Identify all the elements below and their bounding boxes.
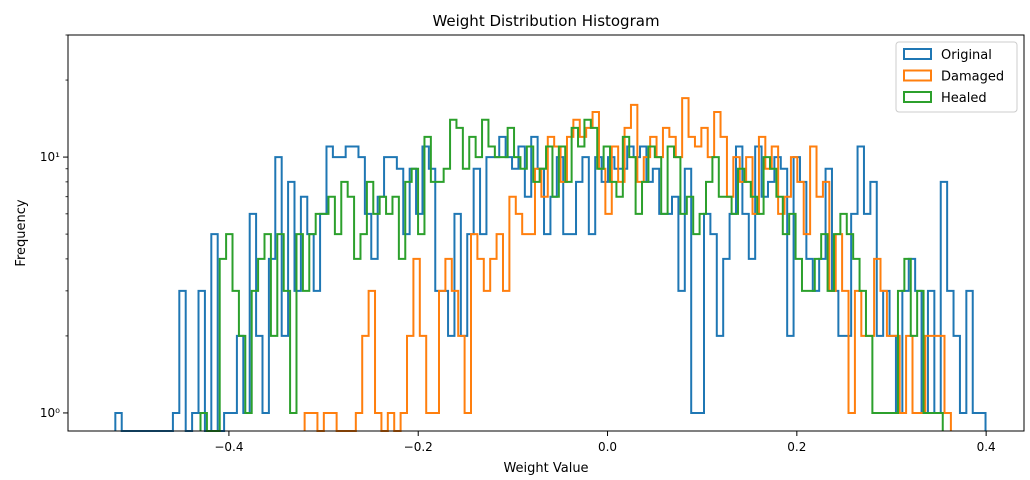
x-axis-ticks: −0.4 −0.2 0.0 0.2 0.4: [214, 431, 996, 454]
legend-swatch-healed: [903, 91, 932, 103]
series-layer: [114, 97, 987, 432]
x-tick-label: −0.2: [404, 440, 433, 454]
x-axis-label: Weight Value: [503, 461, 588, 476]
series-healed-line: [199, 118, 944, 432]
x-tick-label: 0.2: [787, 440, 806, 454]
y-tick-label: 10⁰: [40, 406, 60, 420]
legend-label-damaged: Damaged: [941, 70, 1004, 85]
legend-swatch-original: [903, 48, 932, 60]
y-axis-ticks: 10⁰ 10¹: [40, 34, 68, 420]
legend-label-original: Original: [941, 48, 992, 63]
x-tick-label: 0.4: [977, 440, 996, 454]
plot-frame: [67, 34, 1025, 432]
chart-title: Weight Distribution Histogram: [432, 12, 659, 30]
legend: Original Damaged Healed: [895, 41, 1018, 113]
plot-area: [68, 35, 1024, 431]
y-tick-label: 10¹: [40, 150, 60, 164]
legend-swatch-damaged: [903, 69, 932, 82]
y-axis-label: Frequency: [14, 199, 29, 266]
x-tick-label: 0.0: [598, 440, 617, 454]
x-tick-label: −0.4: [214, 440, 243, 454]
series-damaged-line: [303, 97, 952, 432]
legend-label-healed: Healed: [941, 91, 987, 106]
